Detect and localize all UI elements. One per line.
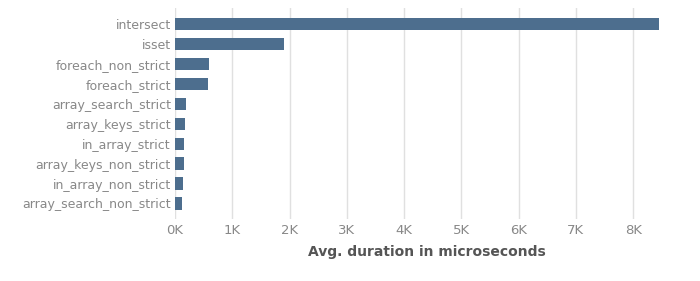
Bar <box>175 98 186 110</box>
Bar <box>175 137 184 150</box>
Bar <box>175 78 208 90</box>
X-axis label: Avg. duration in microseconds: Avg. duration in microseconds <box>308 245 546 259</box>
Bar <box>175 197 183 210</box>
Bar <box>175 58 209 70</box>
Bar <box>175 38 284 50</box>
Bar <box>175 157 183 170</box>
Bar <box>175 177 183 190</box>
Bar <box>175 18 659 30</box>
Bar <box>175 117 185 130</box>
